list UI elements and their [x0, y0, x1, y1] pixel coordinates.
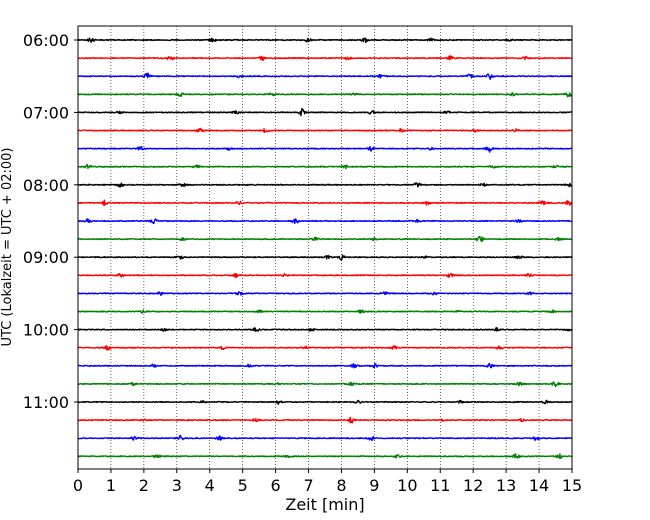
trace-0830 [77, 218, 573, 225]
trace-0800 [77, 182, 573, 188]
trace-1000 [77, 326, 573, 333]
trace-0700 [77, 107, 573, 117]
x-tick-label: 8 [336, 476, 346, 495]
x-tick-label: 13 [496, 476, 516, 495]
x-tick-label: 9 [369, 476, 379, 495]
trace-0645 [77, 92, 573, 98]
y-tick-label: 07:00 [23, 103, 69, 122]
y-axis-ticks: 06:00 07:00 08:00 09:00 10:00 11:00 [23, 31, 78, 412]
trace-0915 [77, 272, 573, 279]
x-tick-label: 11 [430, 476, 450, 495]
x-axis-ticks: 0 1 2 3 4 5 6 7 8 9 10 11 12 13 14 15 [73, 469, 582, 495]
y-axis-label: UTC (Lokalzeit = UTC + 02:00) [0, 148, 15, 347]
y-tick-label: 06:00 [23, 31, 69, 50]
x-tick-label: 10 [397, 476, 417, 495]
trace-0815 [77, 199, 573, 206]
x-tick-label: 14 [529, 476, 549, 495]
x-tick-label: 2 [139, 476, 149, 495]
trace-1145 [77, 453, 573, 459]
trace-0900 [77, 254, 573, 261]
x-tick-label: 7 [303, 476, 313, 495]
y-tick-label: 09:00 [23, 248, 69, 267]
x-tick-label: 5 [238, 476, 248, 495]
trace-0845 [77, 235, 573, 243]
vertical-grid [110, 26, 540, 469]
trace-0730 [77, 146, 573, 153]
trace-1015 [77, 345, 573, 351]
trace-0930 [77, 291, 573, 296]
trace-0715 [77, 127, 573, 134]
trace-1130 [77, 434, 573, 441]
trace-1100 [77, 399, 573, 405]
plot-frame [77, 25, 573, 470]
trace-0745 [77, 163, 573, 170]
trace-1045 [77, 381, 573, 388]
x-tick-label: 15 [562, 476, 582, 495]
x-tick-label: 0 [73, 476, 83, 495]
y-tick-label: 08:00 [23, 176, 69, 195]
x-tick-label: 6 [271, 476, 281, 495]
trace-0945 [77, 309, 573, 314]
x-tick-label: 1 [106, 476, 116, 495]
y-tick-label: 10:00 [23, 321, 69, 340]
x-tick-label: 12 [463, 476, 483, 495]
trace-0615 [77, 55, 573, 61]
y-tick-label: 11:00 [23, 393, 69, 412]
trace-0600 [77, 37, 573, 43]
x-tick-label: 3 [172, 476, 182, 495]
trace-0630 [77, 72, 573, 80]
x-axis-label: Zeit [min] [285, 495, 364, 514]
trace-1030 [77, 362, 573, 369]
trace-1115 [77, 416, 573, 424]
trace-layer [77, 37, 573, 459]
x-tick-label: 4 [205, 476, 215, 495]
